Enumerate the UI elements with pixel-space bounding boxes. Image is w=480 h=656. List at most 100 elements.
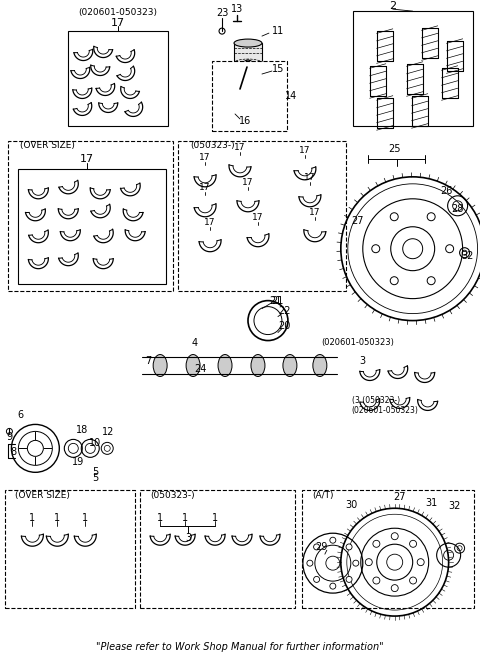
- Text: 7: 7: [145, 356, 151, 365]
- Text: 1: 1: [54, 513, 60, 523]
- Text: 25: 25: [388, 144, 401, 154]
- Text: 19: 19: [72, 457, 84, 467]
- Text: 29: 29: [316, 543, 328, 552]
- Text: 17: 17: [111, 18, 125, 28]
- Text: 12: 12: [102, 428, 114, 438]
- Text: 11: 11: [272, 26, 284, 36]
- Ellipse shape: [153, 354, 167, 377]
- Circle shape: [445, 245, 454, 253]
- Circle shape: [427, 277, 435, 285]
- Text: 1: 1: [157, 513, 163, 523]
- Text: 17: 17: [299, 146, 311, 155]
- Circle shape: [373, 541, 380, 547]
- Text: 17: 17: [304, 173, 316, 182]
- Bar: [212, 61, 287, 131]
- Text: 24: 24: [194, 363, 206, 373]
- Text: 16: 16: [239, 116, 251, 126]
- Text: 30: 30: [346, 501, 358, 510]
- Ellipse shape: [186, 354, 200, 377]
- Bar: [9, 141, 173, 291]
- Text: 17: 17: [252, 213, 264, 222]
- Bar: [302, 490, 474, 608]
- Text: 3: 3: [360, 356, 366, 365]
- Text: 21: 21: [272, 296, 284, 306]
- Bar: [5, 490, 135, 608]
- Text: (020601-050323): (020601-050323): [321, 338, 394, 347]
- Text: (A/T): (A/T): [312, 491, 334, 500]
- Bar: [178, 141, 346, 291]
- Text: 9: 9: [6, 432, 12, 442]
- Bar: [140, 490, 295, 608]
- Circle shape: [365, 559, 372, 565]
- Ellipse shape: [234, 39, 262, 47]
- Text: 1: 1: [82, 513, 88, 523]
- Bar: [234, 43, 262, 63]
- Text: 32: 32: [448, 501, 461, 511]
- Text: (OVER SIZE): (OVER SIZE): [15, 491, 70, 500]
- Ellipse shape: [251, 354, 265, 377]
- Text: 28: 28: [451, 204, 464, 214]
- Circle shape: [391, 584, 398, 592]
- Circle shape: [427, 213, 435, 220]
- Text: 1: 1: [212, 513, 218, 523]
- Text: 23: 23: [216, 8, 228, 18]
- Text: 5: 5: [92, 474, 98, 483]
- Text: 4: 4: [192, 338, 198, 348]
- Text: (050323-): (050323-): [150, 491, 195, 500]
- Text: (050323-): (050323-): [190, 142, 235, 150]
- Text: 26: 26: [441, 186, 453, 196]
- Text: 2: 2: [389, 1, 396, 11]
- Bar: [68, 31, 168, 126]
- Text: 18: 18: [76, 425, 88, 436]
- Text: 8: 8: [11, 447, 16, 457]
- Bar: [353, 11, 473, 126]
- Text: 6: 6: [17, 411, 24, 420]
- Text: 32: 32: [461, 251, 474, 260]
- Text: 31: 31: [426, 499, 438, 508]
- Text: 13: 13: [231, 4, 243, 14]
- Circle shape: [390, 213, 398, 220]
- Text: 22: 22: [279, 306, 291, 316]
- Circle shape: [346, 577, 352, 583]
- Text: 17: 17: [309, 208, 321, 217]
- Text: 5: 5: [92, 467, 98, 478]
- Circle shape: [330, 537, 336, 543]
- Circle shape: [391, 533, 398, 540]
- Text: 17: 17: [204, 218, 216, 227]
- Text: 27: 27: [351, 216, 364, 226]
- Circle shape: [372, 245, 380, 253]
- Text: 17: 17: [242, 178, 254, 188]
- Text: 20: 20: [279, 321, 291, 331]
- Text: 10: 10: [89, 438, 101, 448]
- Text: 17: 17: [199, 154, 211, 163]
- Text: (3 (050323-): (3 (050323-): [352, 396, 400, 405]
- Ellipse shape: [218, 354, 232, 377]
- Text: 21: 21: [269, 296, 281, 306]
- Text: 17: 17: [80, 154, 95, 164]
- Text: (OVER SIZE): (OVER SIZE): [20, 142, 75, 150]
- Circle shape: [313, 544, 320, 550]
- Ellipse shape: [283, 354, 297, 377]
- Text: 27: 27: [394, 492, 406, 502]
- Circle shape: [417, 559, 424, 565]
- Text: 1: 1: [29, 513, 36, 523]
- Text: (020601-050323): (020601-050323): [79, 8, 158, 16]
- Circle shape: [330, 583, 336, 589]
- Text: 3: 3: [185, 533, 191, 543]
- Circle shape: [313, 577, 320, 583]
- Circle shape: [346, 544, 352, 550]
- Circle shape: [373, 577, 380, 584]
- Ellipse shape: [313, 354, 327, 377]
- Text: 17: 17: [199, 183, 211, 192]
- Circle shape: [409, 541, 417, 547]
- Text: 17: 17: [234, 144, 246, 152]
- Text: (020601-050323): (020601-050323): [352, 406, 419, 415]
- Text: 15: 15: [272, 64, 284, 74]
- Circle shape: [307, 560, 313, 566]
- Text: 1: 1: [182, 513, 188, 523]
- Circle shape: [353, 560, 359, 566]
- Text: 14: 14: [285, 91, 297, 101]
- Text: "Please refer to Work Shop Manual for further information": "Please refer to Work Shop Manual for fu…: [96, 642, 384, 652]
- Bar: [18, 169, 166, 283]
- Circle shape: [390, 277, 398, 285]
